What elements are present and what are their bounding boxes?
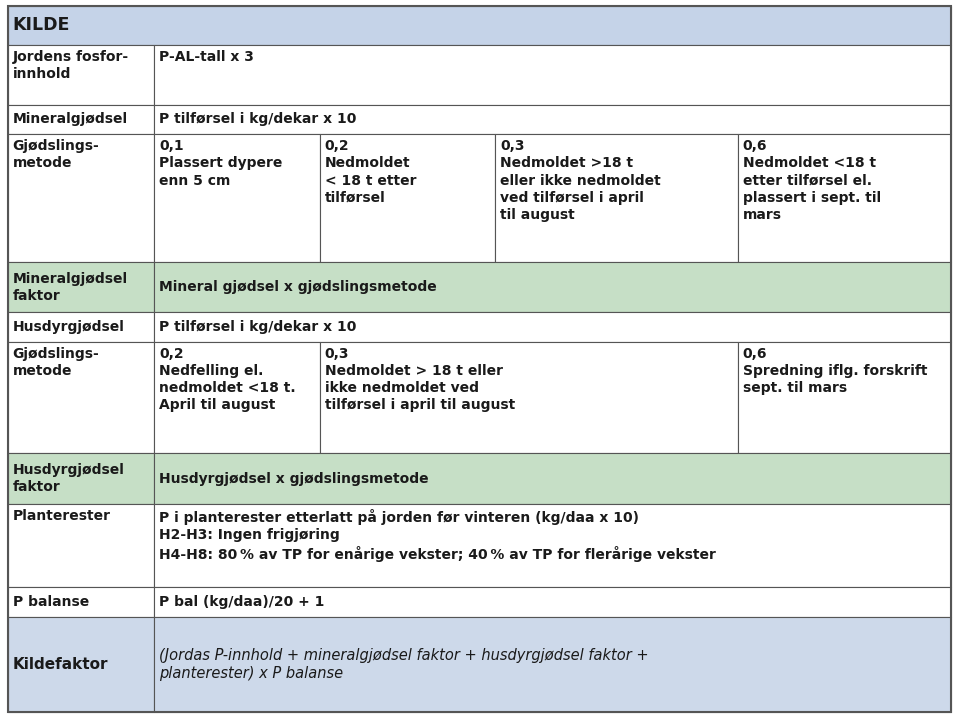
Text: 0,3
Nedmoldet > 18 t eller
ikke nedmoldet ved
tilførsel i april til august: 0,3 Nedmoldet > 18 t eller ikke nedmolde… xyxy=(325,347,515,412)
Bar xyxy=(154,45,951,105)
Text: P tilførsel i kg/dekar x 10: P tilførsel i kg/dekar x 10 xyxy=(159,112,357,126)
Text: Husdyrgjødsel x gjødslingsmetode: Husdyrgjødsel x gjødslingsmetode xyxy=(159,472,429,485)
Text: 0,6
Nedmoldet <18 t
etter tilførsel el.
plassert i sept. til
mars: 0,6 Nedmoldet <18 t etter tilførsel el. … xyxy=(742,139,880,222)
Text: P balanse: P balanse xyxy=(12,595,89,609)
Text: Gjødslings-
metode: Gjødslings- metode xyxy=(12,347,100,378)
Bar xyxy=(154,454,951,504)
Bar xyxy=(8,262,154,312)
Bar xyxy=(8,6,951,45)
Bar xyxy=(154,312,951,342)
Bar xyxy=(8,312,154,342)
Bar xyxy=(319,134,495,262)
Bar xyxy=(8,617,154,712)
Bar xyxy=(154,105,951,134)
Bar xyxy=(8,504,154,587)
Text: P-AL-tall x 3: P-AL-tall x 3 xyxy=(159,50,254,64)
Bar xyxy=(154,617,951,712)
Bar xyxy=(737,134,951,262)
Text: Mineral gjødsel x gjødslingsmetode: Mineral gjødsel x gjødslingsmetode xyxy=(159,280,436,294)
Text: Mineralgjødsel: Mineralgjødsel xyxy=(12,112,128,126)
Bar xyxy=(8,105,154,134)
Text: Kildefaktor: Kildefaktor xyxy=(12,657,108,672)
Bar xyxy=(154,262,951,312)
Bar xyxy=(737,342,951,454)
Bar xyxy=(154,342,319,454)
Text: P i planterester etterlatt på jorden før vinteren (kg/daa x 10)
H2-H3: Ingen fri: P i planterester etterlatt på jorden før… xyxy=(159,509,716,562)
Text: Mineralgjødsel
faktor: Mineralgjødsel faktor xyxy=(12,271,128,303)
Text: P tilførsel i kg/dekar x 10: P tilførsel i kg/dekar x 10 xyxy=(159,320,357,334)
Bar xyxy=(154,504,951,587)
Bar xyxy=(319,342,737,454)
Bar xyxy=(8,45,154,105)
Bar xyxy=(154,587,951,617)
Bar xyxy=(154,134,319,262)
Bar xyxy=(8,587,154,617)
Bar xyxy=(8,134,154,262)
Text: Husdyrgjødsel: Husdyrgjødsel xyxy=(12,320,125,334)
Text: (Jordas P-innhold + mineralgjødsel faktor + husdyrgjødsel faktor +
planterester): (Jordas P-innhold + mineralgjødsel fakto… xyxy=(159,648,648,681)
Text: P bal (kg/daa)/20 + 1: P bal (kg/daa)/20 + 1 xyxy=(159,595,324,609)
Text: Jordens fosfor-
innhold: Jordens fosfor- innhold xyxy=(12,50,129,81)
Text: 0,3
Nedmoldet >18 t
eller ikke nedmoldet
ved tilførsel i april
til august: 0,3 Nedmoldet >18 t eller ikke nedmoldet… xyxy=(500,139,661,222)
Text: 0,6
Spredning iflg. forskrift
sept. til mars: 0,6 Spredning iflg. forskrift sept. til … xyxy=(742,347,927,395)
Text: 0,2
Nedfelling el.
nedmoldet <18 t.
April til august: 0,2 Nedfelling el. nedmoldet <18 t. Apri… xyxy=(159,347,295,412)
Text: Gjødslings-
metode: Gjødslings- metode xyxy=(12,139,100,170)
Text: 0,1
Plassert dypere
enn 5 cm: 0,1 Plassert dypere enn 5 cm xyxy=(159,139,282,187)
Bar xyxy=(8,454,154,504)
Text: Planterester: Planterester xyxy=(12,509,110,523)
Text: Husdyrgjødsel
faktor: Husdyrgjødsel faktor xyxy=(12,463,125,494)
Text: 0,2
Nedmoldet
< 18 t etter
tilførsel: 0,2 Nedmoldet < 18 t etter tilførsel xyxy=(325,139,416,205)
Bar xyxy=(495,134,737,262)
Text: KILDE: KILDE xyxy=(12,17,70,34)
Bar xyxy=(8,342,154,454)
